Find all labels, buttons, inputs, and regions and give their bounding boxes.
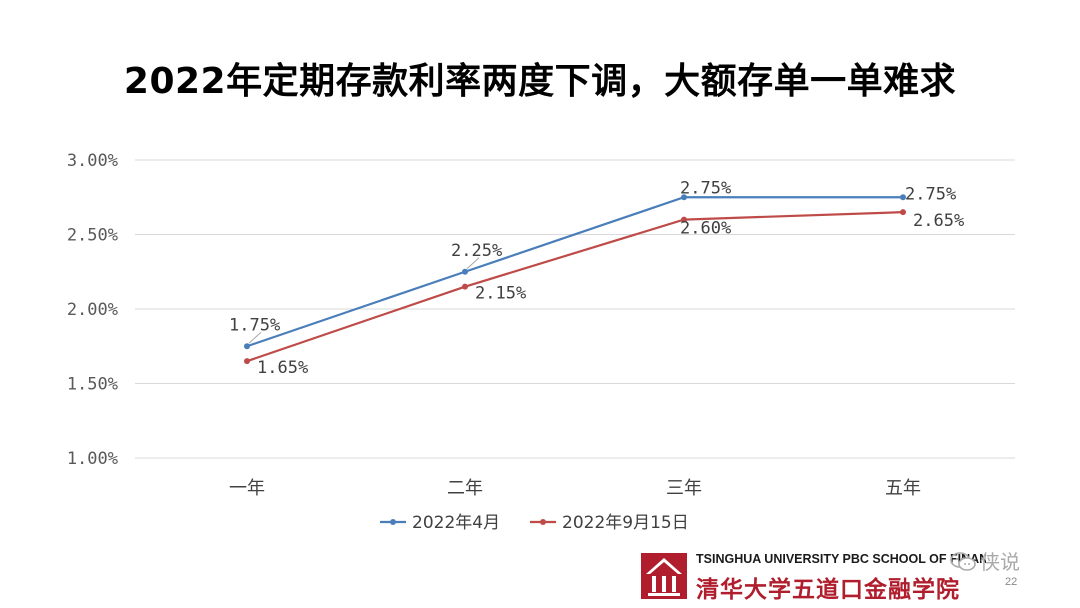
chart-title: 2022年定期存款利率两度下调，大额存单一单难求 bbox=[123, 61, 957, 102]
data-point bbox=[900, 209, 906, 216]
data-label: 2.15% bbox=[475, 284, 526, 304]
legend: 2022年4月 2022年9月15日 bbox=[380, 513, 689, 533]
data-point bbox=[681, 194, 687, 201]
x-category-label: 二年 bbox=[447, 478, 483, 499]
series-line-1 bbox=[246, 196, 903, 348]
data-label: 1.65% bbox=[257, 358, 308, 378]
data-point bbox=[244, 358, 250, 365]
watermark-text: 侠说 bbox=[980, 550, 1020, 574]
data-label: 2.65% bbox=[913, 211, 964, 231]
data-label: 2.75% bbox=[905, 184, 956, 204]
data-label: 2.75% bbox=[680, 178, 731, 198]
x-category-label: 三年 bbox=[666, 478, 702, 499]
school-emblem-icon bbox=[641, 553, 687, 599]
gridlines bbox=[135, 159, 1015, 459]
x-category-label: 五年 bbox=[885, 478, 921, 499]
wechat-watermark: 侠说 bbox=[950, 546, 1020, 575]
legend-marker bbox=[390, 519, 396, 525]
y-tick-label: 2.00% bbox=[67, 300, 118, 320]
data-point bbox=[900, 194, 906, 201]
y-tick-label: 1.50% bbox=[67, 375, 118, 395]
series-line-2 bbox=[246, 211, 904, 363]
page-number: 22 bbox=[1005, 576, 1018, 588]
y-axis-tick-labels: 1.00% 1.50% 2.00% 2.50% 3.00% bbox=[67, 151, 118, 469]
x-category-label: 一年 bbox=[229, 478, 265, 499]
x-axis-category-labels: 一年 二年 三年 五年 bbox=[229, 478, 921, 499]
school-logo: TSINGHUA UNIVERSITY PBC SCHOOL OF FINANC… bbox=[640, 550, 1000, 604]
y-tick-label: 2.50% bbox=[67, 226, 118, 246]
logo-chinese-text: 清华大学五道口金融学院 bbox=[696, 577, 960, 603]
wechat-icon bbox=[950, 552, 976, 571]
data-point bbox=[244, 343, 250, 350]
data-point bbox=[462, 268, 468, 275]
data-point bbox=[462, 283, 468, 290]
y-tick-label: 1.00% bbox=[67, 449, 118, 469]
data-label-leader bbox=[466, 257, 480, 270]
legend-marker bbox=[540, 519, 546, 525]
data-label: 1.75% bbox=[229, 315, 280, 335]
y-tick-label: 3.00% bbox=[67, 151, 118, 171]
data-label: 2.25% bbox=[451, 241, 502, 261]
legend-label: 2022年4月 bbox=[412, 513, 500, 533]
data-labels: 1.75% 2.25% 2.75% 2.75% 1.65% 2.15% 2.60% 2.65% bbox=[229, 178, 964, 378]
logo-english-text: TSINGHUA UNIVERSITY PBC SCHOOL OF FINANC… bbox=[696, 552, 986, 566]
data-point bbox=[681, 216, 687, 223]
data-label-leader bbox=[248, 331, 262, 344]
data-label: 2.60% bbox=[680, 219, 731, 239]
series-lines bbox=[244, 194, 906, 365]
legend-label: 2022年9月15日 bbox=[562, 513, 689, 533]
